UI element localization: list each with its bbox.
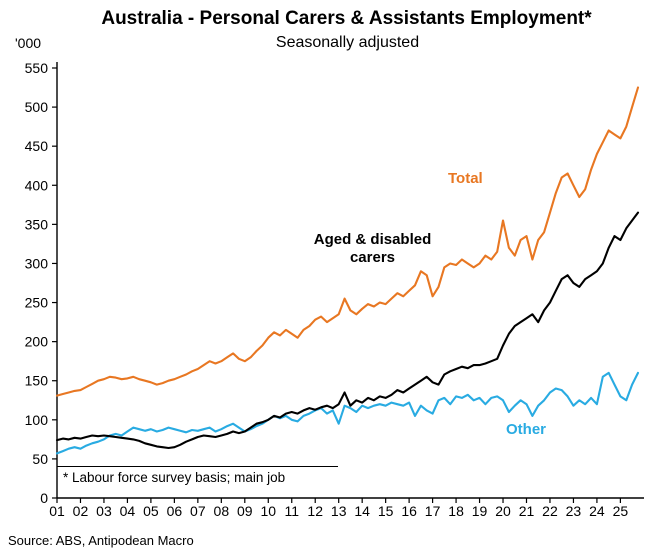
svg-text:09: 09 <box>237 503 253 519</box>
svg-text:450: 450 <box>25 138 49 154</box>
svg-text:350: 350 <box>25 216 49 232</box>
chart-title: Australia - Personal Carers & Assistants… <box>101 8 592 29</box>
series-label-aged-disabled-carers: Aged & disabled carers <box>313 231 432 266</box>
chart-subtitle: Seasonally adjusted <box>275 34 420 51</box>
svg-text:14: 14 <box>354 503 370 519</box>
svg-text:0: 0 <box>40 490 48 506</box>
svg-text:19: 19 <box>472 503 488 519</box>
svg-text:01: 01 <box>49 503 65 519</box>
svg-text:550: 550 <box>25 60 49 76</box>
svg-text:500: 500 <box>25 99 49 115</box>
svg-text:02: 02 <box>73 503 89 519</box>
svg-text:16: 16 <box>401 503 417 519</box>
series-label-total: Total <box>448 170 483 187</box>
svg-text:21: 21 <box>519 503 535 519</box>
svg-text:400: 400 <box>25 177 49 193</box>
svg-text:10: 10 <box>260 503 276 519</box>
svg-text:05: 05 <box>143 503 159 519</box>
series-label-other: Other <box>506 421 547 438</box>
svg-text:25: 25 <box>613 503 629 519</box>
svg-text:04: 04 <box>120 503 136 519</box>
svg-text:11: 11 <box>284 503 299 519</box>
chart-footnote: * Labour force survey basis; main job <box>63 470 286 485</box>
svg-text:13: 13 <box>331 503 347 519</box>
footnote-box-border <box>57 466 338 467</box>
svg-text:03: 03 <box>96 503 112 519</box>
svg-text:17: 17 <box>425 503 441 519</box>
svg-text:12: 12 <box>307 503 323 519</box>
svg-text:300: 300 <box>25 255 49 271</box>
svg-text:50: 50 <box>32 451 48 467</box>
svg-text:24: 24 <box>589 503 605 519</box>
svg-text:150: 150 <box>25 373 49 389</box>
svg-text:18: 18 <box>448 503 464 519</box>
svg-text:08: 08 <box>214 503 230 519</box>
svg-text:250: 250 <box>25 295 49 311</box>
svg-text:06: 06 <box>167 503 183 519</box>
svg-text:100: 100 <box>25 412 49 428</box>
svg-text:20: 20 <box>495 503 511 519</box>
svg-text:07: 07 <box>190 503 206 519</box>
svg-text:15: 15 <box>378 503 394 519</box>
y-axis-unit-label: '000 <box>15 35 42 51</box>
source-note: Source: ABS, Antipodean Macro <box>8 533 194 548</box>
svg-text:200: 200 <box>25 334 49 350</box>
svg-text:22: 22 <box>542 503 558 519</box>
svg-text:23: 23 <box>566 503 582 519</box>
